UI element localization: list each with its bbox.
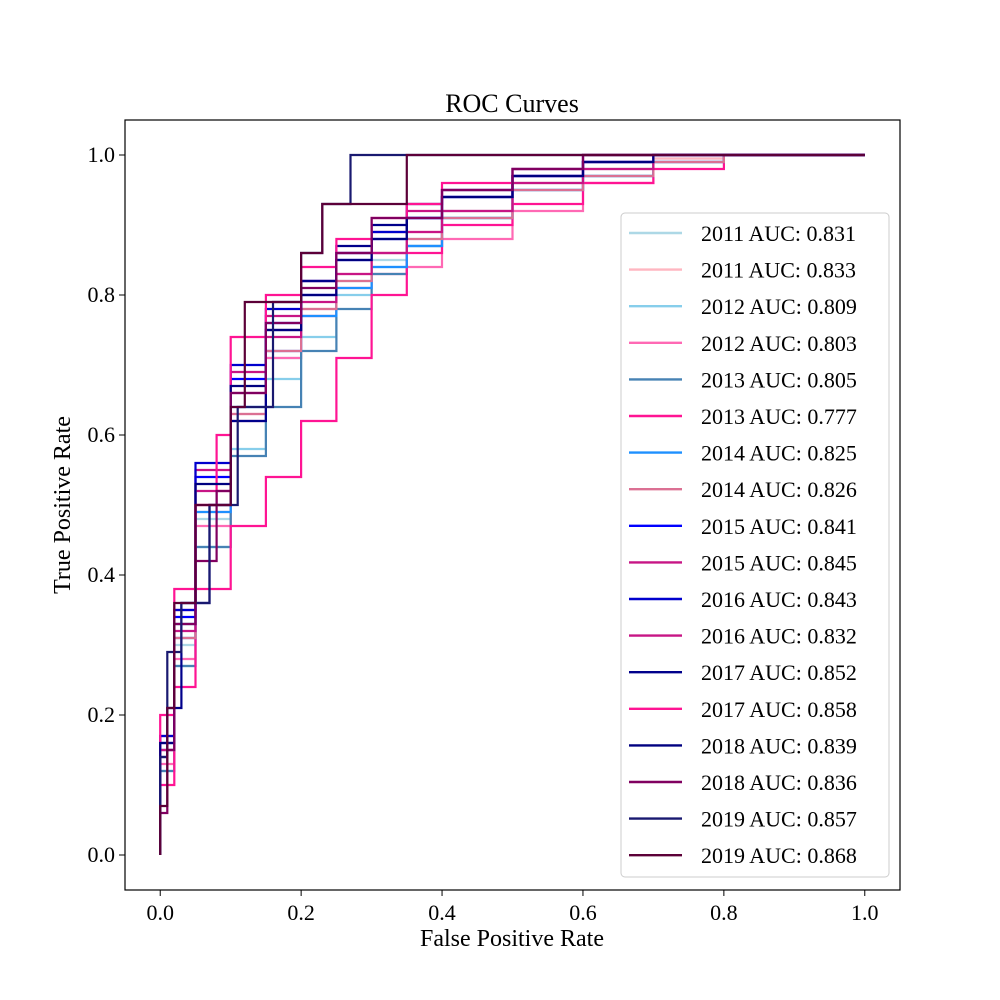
legend-label: 2012 AUC: 0.803 <box>701 331 857 356</box>
roc-curve-16 <box>159 153 865 855</box>
legend-label: 2011 AUC: 0.833 <box>701 258 856 283</box>
roc-curves <box>159 153 865 855</box>
legend-frame <box>620 212 890 878</box>
legend-label: 2015 AUC: 0.845 <box>701 550 857 575</box>
y-tick-label: 0.2 <box>88 702 116 727</box>
x-axis-label: False Positive Rate <box>420 926 604 952</box>
legend-label: 2017 AUC: 0.852 <box>701 660 857 685</box>
chart-title: ROC Curves <box>445 89 579 118</box>
y-axis: 0.0 0.2 0.4 0.6 0.8 1.0 <box>88 142 125 867</box>
x-tick-label: 0.8 <box>710 900 738 925</box>
legend-label: 2013 AUC: 0.777 <box>701 404 857 429</box>
x-tick-label: 1.0 <box>851 900 879 925</box>
x-axis: 0.0 0.2 0.4 0.6 0.8 1.0 <box>146 890 879 925</box>
legend-label: 2014 AUC: 0.826 <box>701 477 857 502</box>
legend-label: 2016 AUC: 0.843 <box>701 587 857 612</box>
legend-label: 2015 AUC: 0.841 <box>701 514 857 539</box>
legend-label: 2019 AUC: 0.868 <box>701 843 857 868</box>
legend-label: 2014 AUC: 0.825 <box>701 441 857 466</box>
y-tick-label: 1.0 <box>88 142 116 167</box>
roc-curve-17 <box>159 153 865 855</box>
legend-label: 2017 AUC: 0.858 <box>701 697 857 722</box>
y-tick-label: 0.4 <box>88 562 116 587</box>
legend-label: 2013 AUC: 0.805 <box>701 367 857 392</box>
legend-label: 2016 AUC: 0.832 <box>701 624 857 649</box>
y-tick-label: 0.0 <box>88 842 116 867</box>
x-tick-label: 0.4 <box>428 900 456 925</box>
plot-area <box>124 119 901 891</box>
legend: 2011 AUC: 0.831 2011 AUC: 0.833 2012 AUC: … <box>620 212 890 878</box>
legend-label: 2011 AUC: 0.831 <box>701 221 856 246</box>
legend-label: 2012 AUC: 0.809 <box>701 294 857 319</box>
x-tick-label: 0.2 <box>287 900 315 925</box>
x-tick-label: 0.0 <box>146 900 174 925</box>
y-axis-label: True Positive Rate <box>50 416 76 594</box>
y-tick-label: 0.6 <box>88 422 116 447</box>
legend-label: 2019 AUC: 0.857 <box>701 807 857 832</box>
y-tick-label: 0.8 <box>88 282 116 307</box>
legend-label: 2018 AUC: 0.836 <box>701 770 857 795</box>
legend-label: 2018 AUC: 0.839 <box>701 733 857 758</box>
x-tick-label: 0.6 <box>569 900 597 925</box>
